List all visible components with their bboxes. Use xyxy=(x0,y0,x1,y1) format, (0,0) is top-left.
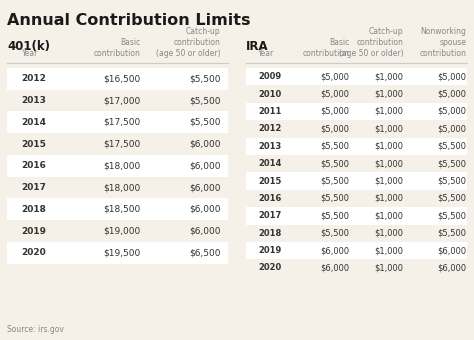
Text: 2015: 2015 xyxy=(21,140,46,149)
Text: 2009: 2009 xyxy=(258,72,281,81)
Text: $6,500: $6,500 xyxy=(189,248,220,257)
FancyBboxPatch shape xyxy=(246,207,466,224)
Text: $6,000: $6,000 xyxy=(438,246,466,255)
Text: 2013: 2013 xyxy=(258,142,282,151)
Text: $5,000: $5,000 xyxy=(320,72,349,81)
Text: $17,000: $17,000 xyxy=(104,96,141,105)
Text: $17,500: $17,500 xyxy=(104,140,141,149)
Text: $1,000: $1,000 xyxy=(374,107,403,116)
Text: $1,000: $1,000 xyxy=(374,72,403,81)
Text: 2014: 2014 xyxy=(258,159,282,168)
Text: IRA: IRA xyxy=(246,39,269,53)
FancyBboxPatch shape xyxy=(246,68,466,85)
Text: $5,500: $5,500 xyxy=(438,229,466,238)
Text: Catch-up
contribution
(age 50 or older): Catch-up contribution (age 50 or older) xyxy=(156,27,220,58)
FancyBboxPatch shape xyxy=(8,68,228,90)
Text: $1,000: $1,000 xyxy=(374,246,403,255)
Text: Source: irs.gov: Source: irs.gov xyxy=(8,325,64,334)
Text: $5,500: $5,500 xyxy=(189,118,220,127)
Text: $1,000: $1,000 xyxy=(374,124,403,133)
Text: 2016: 2016 xyxy=(258,194,282,203)
Text: $6,000: $6,000 xyxy=(189,161,220,170)
FancyBboxPatch shape xyxy=(8,155,228,177)
Text: 2011: 2011 xyxy=(258,107,282,116)
Text: $18,000: $18,000 xyxy=(104,183,141,192)
Text: 2018: 2018 xyxy=(258,229,282,238)
Text: $5,500: $5,500 xyxy=(438,194,466,203)
FancyBboxPatch shape xyxy=(246,103,466,120)
Text: $1,000: $1,000 xyxy=(374,264,403,272)
Text: 2019: 2019 xyxy=(258,246,282,255)
Text: $5,500: $5,500 xyxy=(320,142,349,151)
Text: $5,000: $5,000 xyxy=(320,124,349,133)
Text: $19,500: $19,500 xyxy=(104,248,141,257)
FancyBboxPatch shape xyxy=(246,242,466,259)
Text: $6,000: $6,000 xyxy=(320,264,349,272)
Text: 2018: 2018 xyxy=(21,205,46,214)
Text: 2016: 2016 xyxy=(21,161,46,170)
Text: $6,000: $6,000 xyxy=(189,205,220,214)
Text: 2019: 2019 xyxy=(21,226,46,236)
Text: $1,000: $1,000 xyxy=(374,194,403,203)
Text: $5,500: $5,500 xyxy=(438,159,466,168)
Text: 2017: 2017 xyxy=(21,183,46,192)
FancyBboxPatch shape xyxy=(8,199,228,220)
Text: $5,500: $5,500 xyxy=(189,96,220,105)
Text: $5,500: $5,500 xyxy=(320,176,349,186)
Text: Basic
contribution: Basic contribution xyxy=(302,38,349,58)
Text: 2012: 2012 xyxy=(21,74,46,83)
Text: $5,000: $5,000 xyxy=(438,89,466,99)
Text: $18,500: $18,500 xyxy=(104,205,141,214)
Text: 2013: 2013 xyxy=(21,96,46,105)
Text: Annual Contribution Limits: Annual Contribution Limits xyxy=(8,13,251,28)
FancyBboxPatch shape xyxy=(246,138,466,155)
Text: $5,000: $5,000 xyxy=(320,89,349,99)
Text: Year: Year xyxy=(21,49,38,58)
Text: $6,000: $6,000 xyxy=(438,264,466,272)
Text: Catch-up
contribution
(age 50 or older): Catch-up contribution (age 50 or older) xyxy=(338,27,403,58)
Text: $1,000: $1,000 xyxy=(374,229,403,238)
Text: $16,500: $16,500 xyxy=(104,74,141,83)
Text: $1,000: $1,000 xyxy=(374,89,403,99)
Text: $1,000: $1,000 xyxy=(374,159,403,168)
Text: $6,000: $6,000 xyxy=(189,183,220,192)
Text: $5,500: $5,500 xyxy=(320,211,349,220)
Text: 401(k): 401(k) xyxy=(8,39,50,53)
Text: 2020: 2020 xyxy=(21,248,46,257)
Text: $5,000: $5,000 xyxy=(320,107,349,116)
Text: Basic
contribution: Basic contribution xyxy=(94,38,141,58)
Text: $6,000: $6,000 xyxy=(189,226,220,236)
FancyBboxPatch shape xyxy=(246,172,466,190)
Text: 2014: 2014 xyxy=(21,118,46,127)
Text: $5,500: $5,500 xyxy=(438,176,466,186)
Text: $5,500: $5,500 xyxy=(320,159,349,168)
Text: $5,000: $5,000 xyxy=(438,107,466,116)
Text: 2017: 2017 xyxy=(258,211,282,220)
Text: $5,500: $5,500 xyxy=(320,229,349,238)
Text: $6,000: $6,000 xyxy=(189,140,220,149)
Text: $6,000: $6,000 xyxy=(320,246,349,255)
Text: Nonworking
spouse
contribution: Nonworking spouse contribution xyxy=(419,27,466,58)
Text: $5,500: $5,500 xyxy=(320,194,349,203)
Text: $5,000: $5,000 xyxy=(438,124,466,133)
Text: $1,000: $1,000 xyxy=(374,142,403,151)
Text: $5,500: $5,500 xyxy=(438,211,466,220)
FancyBboxPatch shape xyxy=(8,242,228,264)
Text: 2010: 2010 xyxy=(258,89,282,99)
Text: $1,000: $1,000 xyxy=(374,211,403,220)
Text: $1,000: $1,000 xyxy=(374,176,403,186)
Text: $5,500: $5,500 xyxy=(189,74,220,83)
Text: $5,500: $5,500 xyxy=(438,142,466,151)
Text: $18,000: $18,000 xyxy=(104,161,141,170)
Text: 2015: 2015 xyxy=(258,176,282,186)
Text: $19,000: $19,000 xyxy=(104,226,141,236)
Text: $17,500: $17,500 xyxy=(104,118,141,127)
Text: $5,000: $5,000 xyxy=(438,72,466,81)
Text: Year: Year xyxy=(258,49,274,58)
Text: 2012: 2012 xyxy=(258,124,282,133)
Text: 2020: 2020 xyxy=(258,264,282,272)
FancyBboxPatch shape xyxy=(8,112,228,133)
